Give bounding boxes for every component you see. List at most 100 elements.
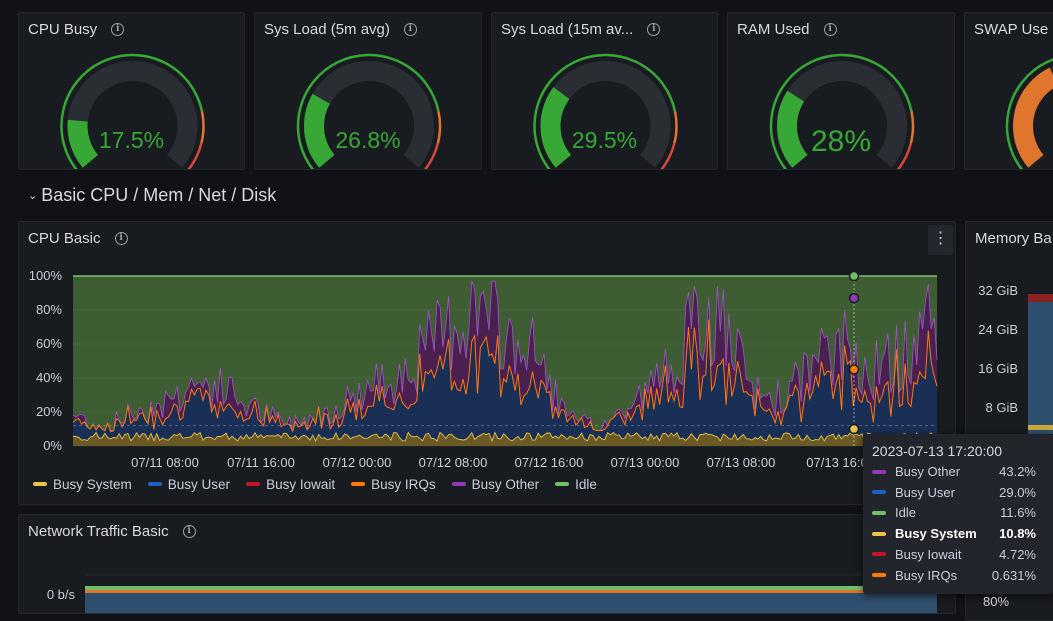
- chart-legend: Busy System Busy User Busy Iowait Busy IRQs…: [33, 477, 613, 492]
- panel-title-text: Sys Load (5m avg): [264, 21, 390, 38]
- panel-title-text: SWAP Use: [974, 21, 1049, 38]
- panel-title[interactable]: Sys Load (15m av... i: [501, 21, 661, 38]
- tooltip-swatch: [872, 531, 886, 536]
- gauge-dial: [769, 53, 915, 169]
- info-icon[interactable]: i: [182, 524, 196, 538]
- y-tick-label: 24 GiB: [978, 322, 1018, 337]
- gauge-fill: [1013, 67, 1053, 168]
- info-icon[interactable]: i: [823, 22, 837, 36]
- network-chart[interactable]: 0 b/s: [19, 515, 956, 614]
- kebab-menu-icon[interactable]: ⋮: [932, 230, 949, 247]
- chevron-down-icon[interactable]: ⌄: [28, 190, 38, 202]
- legend-item[interactable]: Busy User: [147, 477, 230, 492]
- cpu-chart[interactable]: 100% 80% 60% 40% 20% 0% 07/11 08:00 07/11 16:00…: [19, 258, 956, 503]
- tooltip-series-value: 11.6%: [1000, 505, 1036, 521]
- memory-area: [1028, 294, 1053, 434]
- hover-point: [848, 364, 860, 375]
- hover-point: [848, 292, 860, 304]
- x-tick-label: 07/12 00:00: [323, 455, 392, 470]
- panel-title[interactable]: Memory Ba: [975, 230, 1052, 247]
- threshold-red: [423, 142, 440, 169]
- gauge-fill: [67, 119, 99, 168]
- gauge-panel: Sys Load (15m av... i 29.5%: [491, 12, 718, 170]
- threshold-green: [769, 53, 913, 169]
- info-icon[interactable]: i: [114, 231, 128, 245]
- tooltip-swatch: [872, 552, 886, 557]
- panel-title-text: Network Traffic Basic: [28, 523, 169, 540]
- x-tick-label: 07/11 08:00: [131, 455, 199, 470]
- y-tick-label: 8 GiB: [985, 400, 1018, 415]
- tooltip-series-name: Idle: [895, 505, 916, 521]
- legend-item[interactable]: Busy Iowait: [246, 477, 335, 492]
- net-series-orange: [85, 590, 937, 593]
- x-tick-label: 07/11 16:00: [227, 455, 295, 470]
- tooltip-swatch: [872, 469, 886, 474]
- legend-item[interactable]: Busy IRQs: [351, 477, 436, 492]
- section-title: Basic CPU / Mem / Net / Disk: [41, 185, 277, 205]
- gauge-dial: [1005, 58, 1053, 169]
- gauge-value: 29.5%: [571, 127, 638, 153]
- gauge-fill: [777, 90, 808, 168]
- y-tick-label: 20%: [36, 404, 62, 419]
- legend-item[interactable]: Busy System: [33, 477, 132, 492]
- panel-title[interactable]: SWAP Use: [974, 21, 1048, 38]
- legend-label: Busy IRQs: [371, 477, 436, 492]
- series-busy-system: [73, 432, 937, 446]
- tooltip-row: Busy System 10.8%: [872, 526, 1052, 546]
- panel-title[interactable]: RAM Used i: [737, 21, 837, 38]
- series-busy-system-line: [72, 431, 938, 443]
- gauge-value: 1: [1017, 127, 1030, 153]
- gauge-value: 17.5%: [98, 127, 165, 153]
- y-tick-label: 0%: [43, 438, 62, 453]
- row-header-basic[interactable]: ⌄ Basic CPU / Mem / Net / Disk: [28, 185, 276, 206]
- tooltip-series-value: 43.2%: [999, 464, 1036, 479]
- panel-title-text: RAM Used: [737, 21, 810, 38]
- tooltip-series-value: 0.631%: [991, 567, 1036, 583]
- threshold-red: [660, 142, 676, 169]
- gauge-dial: [533, 53, 678, 169]
- series-busy-irqs-line: [72, 319, 938, 433]
- y-tick-label: 100%: [29, 268, 63, 283]
- tooltip-series-name: Busy User: [895, 484, 955, 500]
- series-busy-user: [73, 319, 937, 446]
- gauge-fill: [540, 87, 572, 168]
- memory-chart[interactable]: 32 GiB 24 GiB 16 GiB 8 GiB: [966, 222, 1053, 621]
- tooltip-row: Busy Iowait 4.72%: [872, 547, 1052, 567]
- cpu-basic-panel: CPU Basic i ⋮ 100% 80% 60% 40% 20% 0% 07/11 08:…: [18, 221, 956, 505]
- threshold-orange: [200, 110, 205, 144]
- legend-item[interactable]: Idle: [555, 477, 597, 492]
- threshold-green: [296, 53, 440, 169]
- tooltip-time: 2023-07-13 17:20:00: [872, 443, 1002, 459]
- legend-swatch: [351, 482, 366, 487]
- threshold-red: [187, 142, 203, 169]
- x-tick-label: 07/12 08:00: [419, 455, 488, 470]
- panel-title-text: CPU Busy: [28, 21, 98, 38]
- panel-menu-button[interactable]: ⋮: [928, 225, 953, 255]
- tooltip-series-value: 4.72%: [999, 546, 1036, 562]
- info-icon[interactable]: i: [647, 22, 661, 36]
- info-icon[interactable]: i: [403, 22, 417, 36]
- panel-title[interactable]: CPU Basic i: [28, 230, 128, 247]
- gauge-panel: Sys Load (5m avg) i 26.8%: [254, 12, 482, 170]
- tooltip-series-value: 29.0%: [999, 484, 1036, 500]
- legend-swatch: [246, 482, 261, 487]
- threshold-green: [60, 53, 204, 169]
- net-series-green: [85, 586, 937, 590]
- tooltip-row: Busy IRQs 0.631%: [872, 568, 1052, 588]
- panel-title-text: CPU Basic: [28, 230, 101, 247]
- panel-title[interactable]: CPU Busy i: [28, 21, 125, 38]
- legend-label: Busy System: [53, 477, 132, 492]
- panel-title[interactable]: Sys Load (5m avg) i: [264, 21, 417, 38]
- threshold-orange: [436, 110, 442, 144]
- partial-axis-label: 80%: [983, 594, 1010, 609]
- panel-title[interactable]: Network Traffic Basic i: [28, 523, 196, 540]
- tooltip-swatch: [872, 490, 886, 495]
- memory-buffer-band: [1028, 425, 1053, 430]
- tooltip-swatch: [872, 573, 886, 578]
- info-icon[interactable]: i: [111, 22, 125, 36]
- legend-item[interactable]: Busy Other: [451, 477, 540, 492]
- y-tick-label: 60%: [36, 336, 62, 351]
- legend-label: Busy Other: [471, 477, 540, 492]
- gauge-dial: [296, 53, 442, 169]
- legend-swatch: [33, 482, 47, 487]
